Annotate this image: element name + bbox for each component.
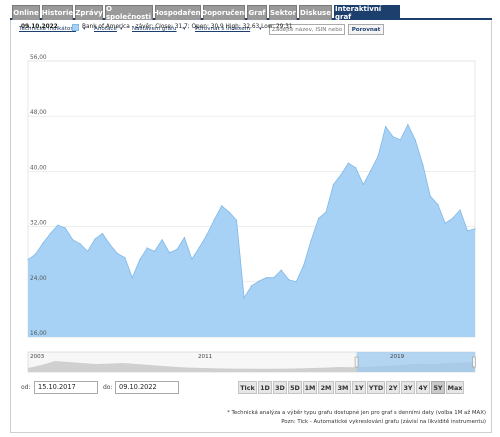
tab-sektor[interactable]: Sektor: [269, 5, 297, 20]
annotations-menu[interactable]: Anotace: [94, 26, 117, 32]
tab-graf[interactable]: Graf: [247, 5, 267, 20]
tab-online[interactable]: Online: [12, 5, 40, 20]
compare-dropdown-icon[interactable]: ▾: [259, 26, 262, 32]
zoom-3d-button[interactable]: 3D: [273, 381, 287, 394]
zoom-5y-button[interactable]: 5Y: [431, 381, 445, 394]
zoom-1y-button[interactable]: 1Y: [352, 381, 366, 394]
settings-menu[interactable]: Nastavení grafu: [132, 26, 177, 32]
compare-menu[interactable]: Porovnat s indexem: [195, 26, 251, 32]
compare-search-input[interactable]: [269, 24, 345, 35]
footnote-tick: Pozn: Tick - Automatické vykreslování gr…: [281, 419, 486, 425]
tab-o-společnosti[interactable]: O společnosti: [105, 5, 153, 21]
legend-text: Bank of America - závěr: Close: 31,7; Op…: [82, 24, 293, 30]
tab-historie[interactable]: Historie: [42, 5, 73, 20]
navigator-right-handle[interactable]: [472, 356, 476, 368]
legend-swatch: [72, 24, 79, 31]
zoom-2y-button[interactable]: 2Y: [386, 381, 400, 394]
zoom-tick-button[interactable]: Tick: [238, 381, 257, 394]
zoom-2m-button[interactable]: 2M: [318, 381, 334, 394]
navigator-selection[interactable]: [356, 352, 475, 372]
to-date-input[interactable]: 09.10.2022: [115, 381, 179, 394]
zoom-1m-button[interactable]: 1M: [303, 381, 317, 394]
settings-dropdown-icon[interactable]: ▾: [183, 26, 186, 32]
zoom-3y-button[interactable]: 3Y: [401, 381, 415, 394]
zoom-3m-button[interactable]: 3M: [335, 381, 351, 394]
footnote-technical: * Technická analýza a výběr typu grafu d…: [227, 410, 486, 416]
chart-panel: Technické indikátory ▾ Anotace ▾ Nastave…: [10, 20, 492, 433]
indicators-menu[interactable]: Technické indikátory: [19, 26, 76, 32]
compare-button[interactable]: Porovnat: [348, 24, 384, 35]
to-label: do:: [103, 384, 113, 391]
tab-hospodaření[interactable]: Hospodaření: [153, 5, 203, 20]
indicators-dropdown-icon[interactable]: ▾: [83, 26, 86, 32]
zoom-1d-button[interactable]: 1D: [258, 381, 272, 394]
tab-doporučení[interactable]: Doporučení: [201, 5, 247, 20]
tab-diskuse[interactable]: Diskuse: [299, 5, 332, 20]
tab-interaktivní-graf[interactable]: Interaktivní graf: [334, 5, 400, 21]
from-label: od:: [21, 384, 31, 391]
from-date-input[interactable]: 15.10.2017: [34, 381, 98, 394]
tab-bar: Online Historie Zprávy O společnosti Hospoda…: [10, 4, 492, 21]
zoom-ytd-button[interactable]: YTD: [367, 381, 385, 394]
annotations-dropdown-icon[interactable]: ▾: [120, 26, 123, 32]
zoom-max-button[interactable]: Max: [446, 381, 464, 394]
zoom-5d-button[interactable]: 5D: [288, 381, 302, 394]
zoom-4y-button[interactable]: 4Y: [416, 381, 430, 394]
navigator-left-handle[interactable]: [354, 356, 359, 368]
chart-toolbar: Technické indikátory ▾ Anotace ▾ Nastave…: [19, 24, 485, 38]
legend-date: 09.10.2022: [21, 24, 58, 30]
tab-zprávy[interactable]: Zprávy: [75, 5, 103, 20]
